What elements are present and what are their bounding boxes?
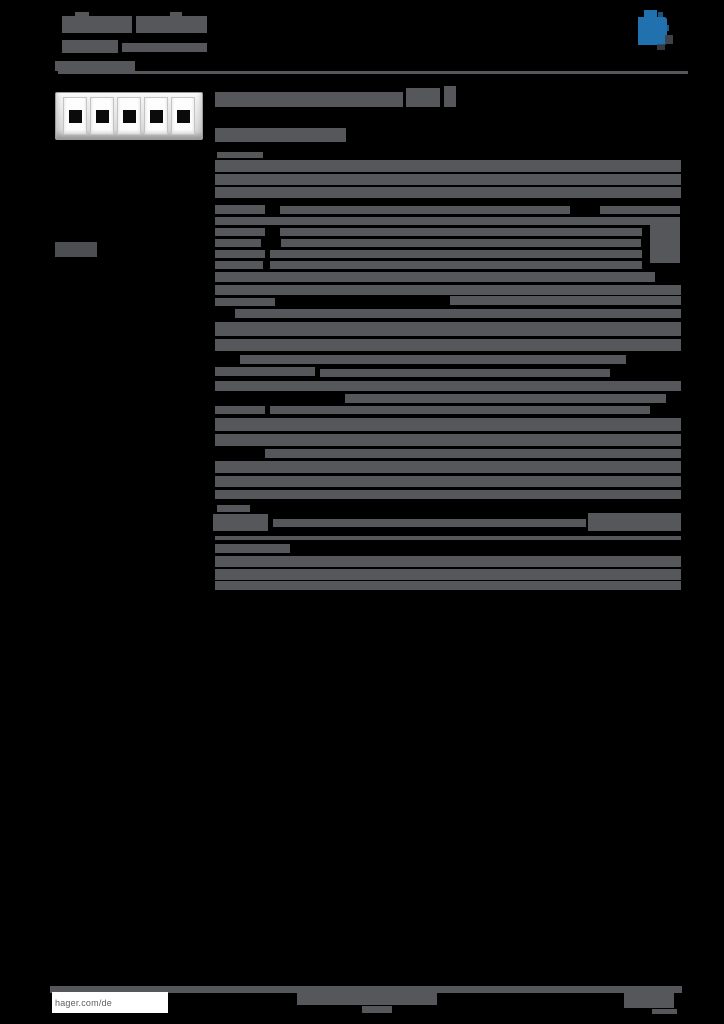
redacted-text-bar <box>62 16 132 33</box>
module-center <box>149 109 163 123</box>
redacted-text-bar <box>215 228 265 236</box>
redacted-text-bar <box>215 174 681 185</box>
redacted-text-bar <box>215 544 290 553</box>
redacted-text-bar <box>297 993 437 1005</box>
redacted-text-bar <box>215 339 681 351</box>
redacted-text-bar <box>217 505 250 512</box>
redacted-text-bar <box>270 406 650 414</box>
redacted-text-bar <box>588 513 681 531</box>
redacted-text-bar <box>122 43 207 52</box>
redacted-text-bar <box>406 88 440 107</box>
redacted-text-bar <box>215 381 681 391</box>
redacted-text-bar <box>55 242 97 257</box>
redacted-text-bar <box>215 322 681 336</box>
redacted-text-bar <box>215 581 681 590</box>
module-center <box>122 109 136 123</box>
product-image <box>55 92 203 140</box>
redacted-text-bar <box>215 261 263 269</box>
redacted-text-bar <box>450 296 681 305</box>
redacted-text-bar <box>235 309 681 318</box>
redacted-text-bar <box>215 556 681 567</box>
redacted-text-bar <box>650 217 680 263</box>
redacted-text-bar <box>215 217 257 225</box>
footer-website-link[interactable]: hager.com/de <box>55 997 112 1008</box>
redacted-text-bar <box>280 228 642 236</box>
brand-logo-icon <box>632 8 680 56</box>
redacted-text-bar <box>215 128 346 142</box>
module-center <box>95 109 109 123</box>
redacted-text-bar <box>240 355 626 364</box>
redacted-text-bar <box>213 514 268 531</box>
switch-frame <box>55 92 203 140</box>
redacted-text-bar <box>215 536 681 540</box>
frame-module <box>144 97 168 135</box>
redacted-text-bar <box>270 250 642 258</box>
redacted-text-bar <box>215 250 265 258</box>
redacted-text-bar <box>215 272 655 282</box>
redacted-text-bar <box>273 519 586 527</box>
module-center <box>68 109 82 123</box>
redacted-text-bar <box>58 71 688 74</box>
frame-module <box>63 97 87 135</box>
redacted-text-bar <box>136 16 207 33</box>
module-center <box>176 109 190 123</box>
footer-website-box: hager.com/de <box>52 992 168 1013</box>
redacted-text-bar <box>215 205 265 214</box>
redacted-text-bar <box>215 239 261 247</box>
redacted-text-bar <box>50 986 682 993</box>
redacted-text-bar <box>215 434 681 446</box>
redacted-text-bar <box>62 40 118 53</box>
frame-module <box>90 97 114 135</box>
redacted-text-bar <box>215 418 681 431</box>
redacted-text-bar <box>215 187 681 198</box>
redacted-text-bar <box>270 261 642 269</box>
redacted-text-bar <box>265 449 681 458</box>
redacted-text-bar <box>345 394 666 403</box>
redacted-text-bar <box>215 569 681 580</box>
redacted-text-bar <box>320 369 610 377</box>
redacted-text-bar <box>55 61 135 71</box>
redacted-text-bar <box>281 239 641 247</box>
redacted-text-bar <box>215 92 403 107</box>
redacted-text-bar <box>444 86 456 107</box>
redacted-text-bar <box>250 217 658 225</box>
frame-module <box>117 97 141 135</box>
redacted-text-bar <box>215 285 681 295</box>
redacted-text-bar <box>215 160 681 172</box>
redacted-text-bar <box>362 1006 392 1013</box>
redacted-text-bar <box>215 298 275 306</box>
frame-module <box>171 97 195 135</box>
redacted-text-bar <box>215 367 315 376</box>
redacted-text-bar <box>280 206 570 214</box>
redacted-text-bar <box>215 461 681 473</box>
redacted-text-bar <box>624 993 674 1008</box>
redacted-text-bar <box>652 1009 677 1014</box>
redacted-text-bar <box>75 12 89 17</box>
redacted-text-bar <box>215 490 681 499</box>
redacted-text-bar <box>215 406 265 414</box>
redacted-text-bar <box>170 12 182 17</box>
redacted-text-bar <box>600 206 680 214</box>
redacted-text-bar <box>215 476 681 487</box>
redacted-text-bar <box>217 152 263 158</box>
